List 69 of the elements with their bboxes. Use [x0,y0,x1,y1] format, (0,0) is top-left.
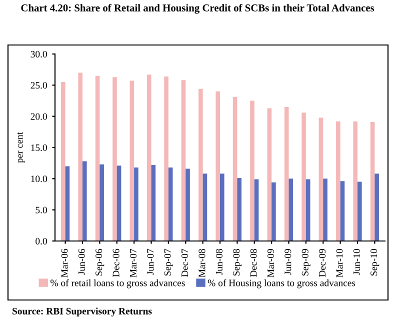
bar [186,168,190,241]
x-tick-label: Mar-10 [336,249,343,278]
x-tick-label: Sep-07 [164,248,173,276]
bar [340,181,345,241]
y-tick-label: 20.0 [30,113,47,120]
bar [216,91,220,241]
bar [306,179,310,241]
x-tick-label: Sep-08 [233,249,242,276]
bar [168,167,173,241]
bar [232,97,238,241]
bar [220,174,224,241]
x-tick-label: Dec-08 [250,249,257,277]
y-tick-label: 30.0 [30,50,47,58]
x-tick-label: Mar-08 [198,249,206,278]
bar [116,166,122,241]
x-tick-label: Jun-06 [78,248,85,275]
x-tick-label: Mar-07 [130,248,136,278]
bar [202,174,208,241]
y-tick-label: 15.0 [31,144,47,152]
bar [198,88,203,241]
legend-label: % of Housing loans to gross advances [208,279,356,288]
bar [336,121,340,241]
y-tick-label: 25.0 [30,82,47,89]
x-tick-label: Mar-06 [61,248,68,278]
bar [353,121,358,241]
bar [82,161,87,241]
bar [164,76,168,241]
bar [250,100,254,241]
bar [134,167,138,241]
chart-title: Chart 4.20: Share of Retail and Housing Credit of SCBs in their Total Advances [21,4,374,14]
x-tick-label: Jun-09 [284,249,292,275]
bar [78,72,82,241]
bar [130,80,134,241]
bar [100,164,104,241]
bar [151,164,156,241]
x-tick-label: Sep-09 [302,249,310,276]
x-tick-label: Dec-06 [112,248,120,277]
bar [267,108,272,241]
y-tick-label: 5.0 [36,206,47,214]
bar [374,174,379,241]
x-tick-label: Jun-10 [353,249,360,275]
legend-label: % of retail loans to gross advances [50,279,185,288]
bar [146,74,152,241]
bar [61,82,66,241]
x-tick-label: Sep-10 [370,249,380,276]
source-note: Source: RBI Supervisory Returns [12,308,152,316]
bar [370,122,375,241]
bar [254,179,259,241]
bar [181,80,186,241]
y-axis-title: per cent [17,132,25,163]
x-tick-label: Mar-09 [267,249,274,278]
bar [302,112,306,241]
bar [65,166,70,241]
bar [358,182,362,241]
bar [237,178,242,241]
bar [284,106,289,241]
bar [323,178,328,241]
x-tick-label: Sep-06 [96,248,104,276]
x-tick-label: Jun-08 [216,249,222,275]
x-tick-label: Jun-07 [147,248,154,275]
bar [272,182,276,241]
y-tick-label: 10.0 [31,176,47,182]
x-tick-label: Dec-09 [319,249,326,277]
bar [95,76,100,241]
y-tick-label: 0.0 [36,238,47,245]
bar [112,77,117,241]
bar [288,178,294,241]
x-tick-label: Dec-07 [182,248,188,277]
bar [318,118,324,241]
